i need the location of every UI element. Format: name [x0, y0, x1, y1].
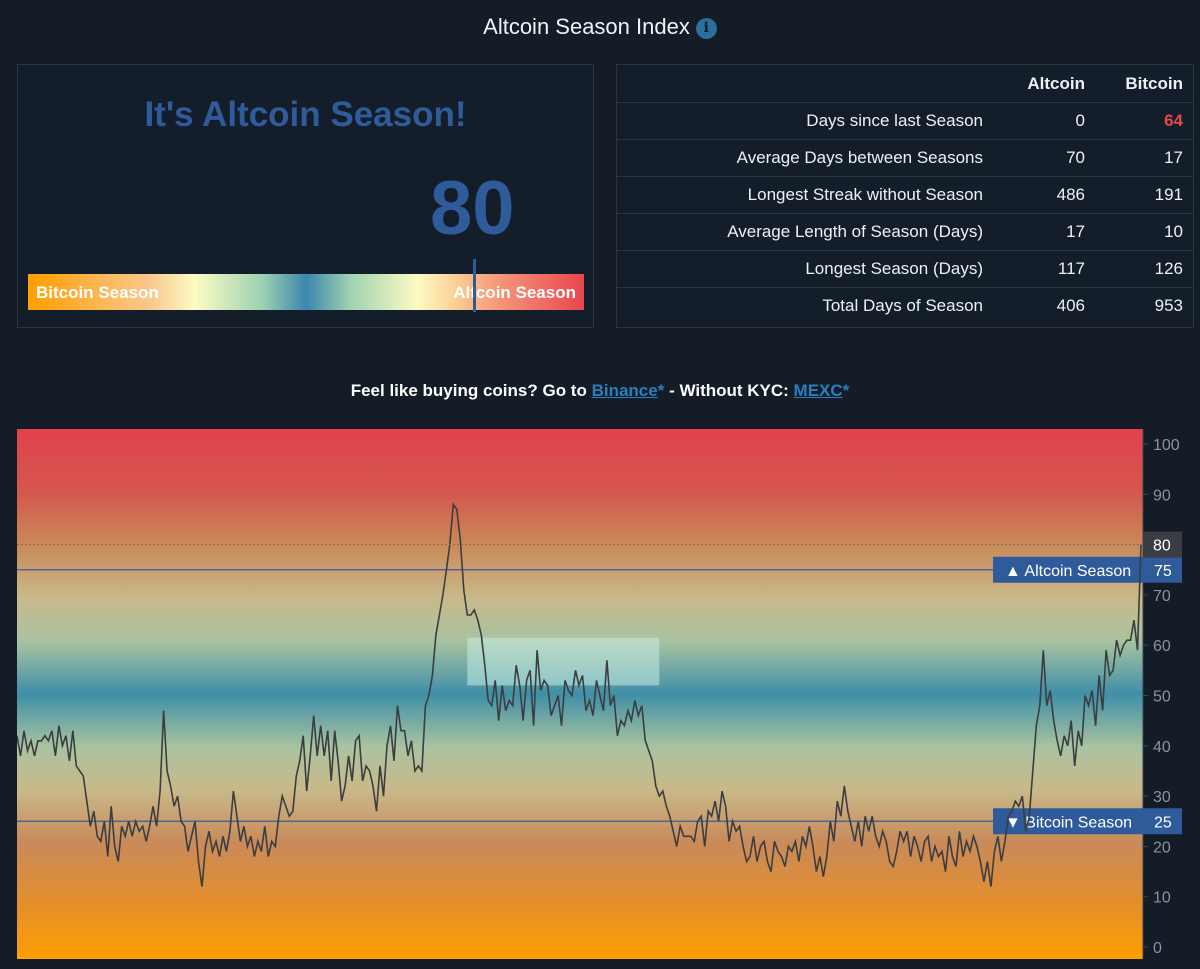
bitcoin-cell: 191	[1095, 176, 1193, 214]
current-value-marker: 80	[17, 531, 1182, 558]
season-stats-table: Altcoin Bitcoin Days since last Season 0…	[617, 65, 1193, 324]
row-label: Days since last Season	[617, 102, 997, 140]
promo-text: Feel like buying coins? Go to	[350, 381, 592, 400]
season-gauge-bar: Bitcoin Season Altcoin Season	[28, 274, 584, 310]
altcoin-cell: 0	[997, 102, 1095, 140]
altcoin-cell: 486	[997, 176, 1095, 214]
season-index-line	[16, 502, 1142, 887]
season-headline: It's Altcoin Season!	[144, 95, 467, 134]
season-index-chart[interactable]: 0 10 20 30 40 50 60 70 80 90 100 ▲ Altcoin Season 7…	[16, 429, 1192, 959]
row-label: Longest Season (Days)	[617, 250, 997, 288]
column-header-altcoin: Altcoin	[1027, 73, 1085, 93]
altcoin-cell: 406	[997, 287, 1095, 324]
bitcoin-cell: 64	[1095, 102, 1193, 140]
bitcoin-cell: 17	[1095, 139, 1193, 177]
row-label: Longest Streak without Season	[617, 176, 997, 214]
reference-label-value: 25	[1154, 814, 1172, 831]
current-value-box	[1143, 531, 1182, 558]
reference-label-value: 75	[1154, 563, 1172, 580]
info-icon[interactable]: i	[695, 18, 717, 39]
y-tick-label: 40	[1153, 739, 1171, 756]
axis-background	[1143, 429, 1192, 959]
mexc-link[interactable]: MEXC	[793, 381, 843, 400]
reference-label: ▼ Bitcoin Season 25	[993, 808, 1182, 835]
table-row: Longest Streak without Season 486 191	[617, 176, 1193, 214]
y-tick-label: 20	[1153, 839, 1171, 856]
column-header-bitcoin: Bitcoin	[1125, 73, 1183, 93]
altcoin-cell: 70	[997, 139, 1095, 177]
promo-asterisk: *	[657, 381, 665, 400]
table-row: Average Days between Seasons 70 17	[617, 139, 1193, 177]
highlight-box	[467, 637, 660, 686]
gauge-label-altcoin: Altcoin Season	[453, 283, 576, 302]
y-tick-label: 30	[1153, 789, 1171, 806]
reference-label-box	[993, 556, 1182, 583]
season-stats-panel: Altcoin Bitcoin Days since last Season 0…	[616, 64, 1194, 328]
reference-label: ▲ Altcoin Season 75	[993, 556, 1182, 583]
row-label: Total Days of Season	[617, 287, 997, 324]
chart-svg: 0 10 20 30 40 50 60 70 80 90 100 ▲ Altcoin Season 7…	[16, 429, 1192, 959]
bitcoin-cell: 10	[1095, 213, 1193, 251]
gauge-marker	[473, 259, 476, 312]
y-tick-label: 60	[1153, 638, 1171, 655]
gauge-label-bitcoin: Bitcoin Season	[36, 283, 159, 302]
table-header-row: Altcoin Bitcoin	[617, 65, 1193, 103]
y-tick-label: 90	[1153, 487, 1171, 504]
table-row: Days since last Season 0 64	[617, 102, 1193, 140]
y-tick-label: 70	[1153, 588, 1171, 605]
row-label: Average Length of Season (Days)	[617, 213, 997, 251]
page-title: Altcoin Season Index i	[0, 14, 1200, 40]
altcoin-cell: 17	[997, 213, 1095, 251]
table-row: Average Length of Season (Days) 17 10	[617, 213, 1193, 251]
table-row: Total Days of Season 406 953	[617, 287, 1193, 324]
reference-label-text: ▼ Bitcoin Season	[1005, 814, 1132, 831]
reference-label-text: ▲ Altcoin Season	[1005, 563, 1131, 580]
y-tick-label: 50	[1153, 689, 1171, 706]
binance-link[interactable]: Binance	[591, 381, 658, 400]
bitcoin-cell: 126	[1095, 250, 1193, 288]
promo-text-middle: - Without KYC:	[664, 381, 794, 400]
bitcoin-cell: 953	[1095, 287, 1193, 324]
season-gauge-panel: It's Altcoin Season! 80 Bitcoin Season A…	[17, 64, 594, 328]
current-value-label: 80	[1153, 538, 1171, 555]
table-row: Longest Season (Days) 117 126	[617, 250, 1193, 288]
row-label: Average Days between Seasons	[617, 139, 997, 177]
season-index-value: 80	[430, 166, 515, 251]
y-tick-label: 10	[1153, 890, 1171, 907]
y-tick-label: 100	[1153, 437, 1180, 454]
column-header	[617, 65, 997, 103]
chart-background	[17, 429, 1143, 959]
promo-banner: Feel like buying coins? Go to Binance* -…	[0, 381, 1200, 401]
promo-asterisk: *	[842, 381, 850, 400]
y-tick-label: 0	[1153, 940, 1162, 957]
altcoin-cell: 117	[997, 250, 1095, 288]
